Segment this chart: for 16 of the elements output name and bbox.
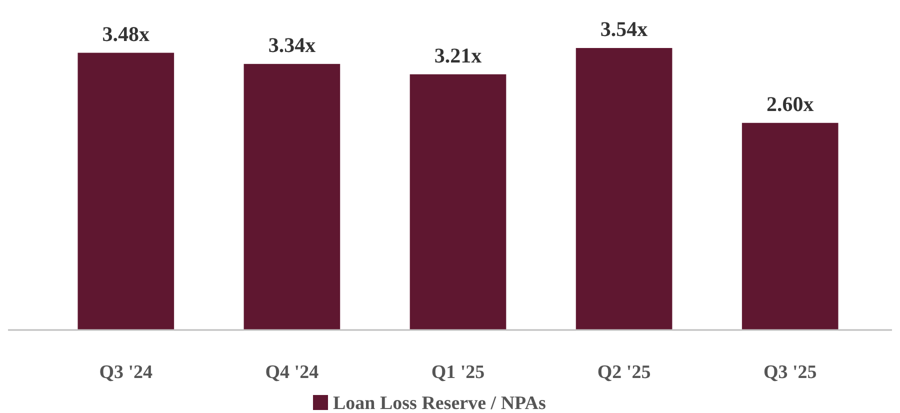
data-label: 3.54x bbox=[600, 17, 648, 41]
bar bbox=[78, 52, 174, 330]
bar bbox=[576, 48, 672, 330]
x-tick-label: Q1 '25 bbox=[431, 362, 485, 383]
bar bbox=[410, 74, 506, 330]
x-tick-label: Q3 '24 bbox=[99, 362, 154, 383]
bar bbox=[244, 64, 340, 330]
x-tick-label: Q4 '24 bbox=[265, 362, 320, 383]
data-label: 2.60x bbox=[766, 92, 814, 116]
data-label: 3.48x bbox=[102, 22, 150, 46]
x-tick-label: Q2 '25 bbox=[597, 362, 651, 383]
data-label: 3.21x bbox=[434, 43, 482, 68]
legend-label: Loan Loss Reserve / NPAs bbox=[333, 393, 546, 413]
x-tick-label: Q3 '25 bbox=[763, 362, 817, 383]
bar bbox=[742, 122, 838, 330]
data-label: 3.34x bbox=[268, 32, 316, 57]
